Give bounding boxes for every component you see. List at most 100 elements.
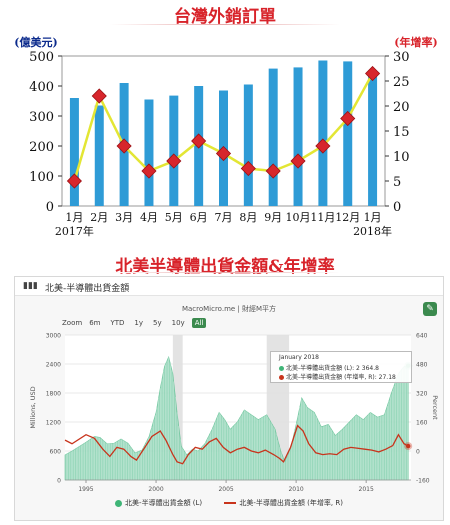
bar [343, 61, 353, 207]
right-tick-label: 20 [393, 100, 410, 115]
x-tick-label: 11月 [310, 211, 335, 224]
bar [144, 99, 154, 206]
hover-point-red [405, 443, 411, 449]
x-tick-label: 10月 [286, 211, 311, 224]
legend-item-yoy[interactable]: 北美-半導體出貨金額 (年增率, R) [224, 498, 343, 508]
bar [69, 98, 79, 206]
tooltip-line-shipments: 北美-半導體出貨金額 (L): 2 364.8 [279, 363, 379, 372]
x-tick-label: 1月 [65, 211, 83, 224]
x-tick-label: 1995 [78, 486, 93, 493]
bar [293, 67, 303, 207]
yoy-marker [91, 88, 107, 104]
right-tick-label: 160 [416, 420, 428, 427]
yoy-marker [365, 65, 381, 82]
x-tick-label: 4月 [140, 211, 158, 224]
yoy-marker [166, 153, 182, 169]
legend-label-yoy: 北美-半導體出貨金額 (年增率, R) [239, 499, 343, 507]
bar [169, 95, 179, 206]
tooltip-date: January 2018 [279, 354, 319, 361]
right-tick-label: 25 [393, 75, 410, 90]
chart-title-export-orders: 台灣外銷訂單 [174, 7, 276, 27]
shipments-area [64, 355, 409, 481]
left-tick-label: 300 [29, 110, 54, 125]
yoy-marker [116, 138, 132, 154]
green-dot-icon [279, 366, 284, 371]
right-tick-label: 5 [393, 175, 401, 190]
yoy-marker [265, 163, 281, 179]
zoom-ytd-button[interactable]: YTD [110, 319, 125, 327]
bar [318, 60, 328, 206]
x-tick-label: 7月 [215, 211, 233, 224]
right-axis-title: (年增率) [394, 35, 437, 49]
zoom-6m-button[interactable]: 6m [89, 319, 101, 327]
right-tick-label: 15 [393, 125, 410, 140]
year-label: 2018年 [353, 224, 392, 238]
legend-item-shipments[interactable]: 北美-半導體出貨金額 (L) [115, 498, 202, 508]
zoom-controls: Zoom 6m YTD 1y 5y 10y All [62, 318, 207, 328]
right-tick-label: -160 [416, 478, 430, 485]
left-axis-title: Millions, USD [29, 386, 37, 428]
left-tick-label: 0 [57, 478, 61, 485]
yoy-marker [66, 173, 82, 189]
yoy-marker [141, 163, 157, 179]
macromicro-chart-panel: ▮▮▮ 北美-半導體出貨金額 MacroMicro.me | 財經M平方 ✎ Z… [14, 276, 444, 521]
left-axis-title: (億美元) [14, 35, 57, 49]
yoy-marker [290, 153, 306, 169]
x-tick-label: 2005 [218, 486, 233, 493]
left-tick-label: 1800 [46, 391, 61, 398]
panel-header: ▮▮▮ 北美-半導體出貨金額 [15, 277, 443, 296]
tooltip-line-yoy: 北美-半導體出貨金額 (年增率, R): 27.18 [279, 372, 396, 381]
x-tick-label: 9月 [264, 211, 282, 224]
chart-tooltip: January 2018 北美-半導體出貨金額 (L): 2 364.8 北美-… [270, 351, 412, 383]
bar-chart-icon: ▮▮▮ [23, 281, 38, 291]
bar [268, 68, 278, 206]
right-tick-label: 30 [393, 50, 410, 65]
x-tick-label: 2015 [359, 486, 374, 493]
zoom-1y-button[interactable]: 1y [134, 319, 144, 327]
zoom-all-button[interactable]: All [191, 318, 207, 328]
yoy-marker [191, 133, 207, 149]
x-tick-label: 2000 [148, 486, 163, 493]
red-line-icon [224, 502, 237, 504]
x-tick-label: 6月 [190, 211, 208, 224]
left-tick-label: 400 [29, 80, 54, 95]
tooltip-text-yoy: 北美-半導體出貨金額 (年增率, R): 27.18 [286, 374, 396, 381]
year-label: 2017年 [55, 224, 94, 238]
legend-label-shipments: 北美-半導體出貨金額 (L) [125, 499, 203, 507]
zoom-5y-button[interactable]: 5y [153, 319, 162, 327]
left-tick-label: 600 [50, 449, 62, 456]
left-tick-label: 1200 [46, 420, 61, 427]
yoy-marker [315, 138, 331, 154]
left-tick-label: 200 [29, 140, 54, 155]
bar [368, 72, 378, 206]
right-tick-label: 0 [393, 200, 401, 215]
yoy-marker [340, 110, 356, 127]
green-dot-icon [115, 499, 123, 507]
yoy-line [64, 424, 409, 465]
zoom-label: Zoom [62, 319, 83, 327]
title-underline [110, 24, 340, 25]
tooltip-text-shipments: 北美-半導體出貨金額 (L): 2 364.8 [286, 365, 379, 372]
left-tick-label: 3000 [46, 333, 61, 340]
x-tick-label: 5月 [165, 211, 183, 224]
zoom-10y-button[interactable]: 10y [171, 319, 185, 327]
panel-title: 北美-半導體出貨金額 [45, 284, 130, 294]
x-tick-label: 1月 [364, 211, 382, 224]
bar [243, 84, 253, 206]
left-tick-label: 2400 [46, 362, 61, 369]
right-tick-label: 480 [416, 362, 428, 369]
x-tick-label: 2月 [90, 211, 108, 224]
x-tick-label: 8月 [239, 211, 257, 224]
yoy-marker [215, 145, 232, 162]
recession-band [172, 335, 183, 480]
left-tick-label: 0 [46, 200, 54, 215]
edit-pencil-icon[interactable]: ✎ [423, 302, 437, 316]
x-tick-label: 2010 [288, 486, 303, 493]
right-tick-label: 320 [416, 391, 428, 398]
left-tick-label: 100 [29, 170, 54, 185]
bar [94, 105, 104, 206]
title-underline [110, 272, 340, 273]
chart-title-semiconductor: 北美半導體出貨金額&年增率 [115, 257, 335, 277]
red-dot-icon [279, 375, 284, 380]
x-tick-label: 3月 [115, 211, 133, 224]
